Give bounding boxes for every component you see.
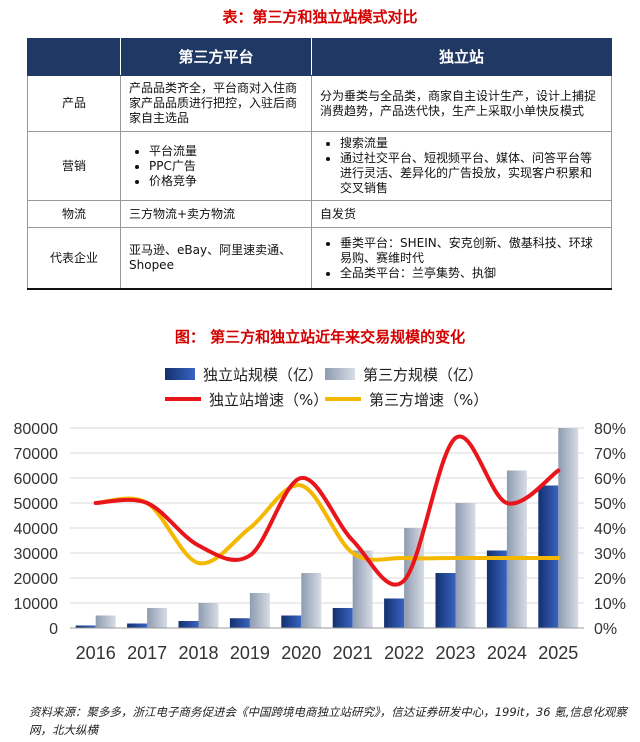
cell-third: 产品品类齐全，平台商对入住商家产品品质进行把控，入驻后商家自主选品 [120, 75, 312, 132]
chart-title: 图： 第三方和独立站近年来交易规模的变化 [174, 328, 466, 346]
bar [455, 503, 476, 628]
legend-swatch [325, 368, 355, 380]
bar [178, 621, 199, 628]
y-right-tick-label: 60% [594, 471, 626, 488]
y-right-tick-label: 70% [594, 446, 626, 463]
bar [229, 618, 250, 628]
legend-swatch [165, 368, 195, 380]
bar [332, 608, 353, 628]
bar [506, 470, 527, 628]
bar [352, 550, 373, 628]
y-right-tick-label: 80% [594, 421, 626, 438]
legend-label: 独立站增速（%） [209, 391, 328, 409]
legend: 独立站规模（亿） 第三方规模（亿） 独立站增速（%） 第三方增速（%） [165, 366, 488, 409]
x-tick-label: 2019 [230, 643, 270, 663]
line-series [93, 434, 561, 587]
list-item: 通过社交平台、短视频平台、媒体、问答平台等进行灵活、差异化的广告投放，实现客户积… [340, 151, 603, 196]
row-label: 代表企业 [27, 227, 121, 290]
bar [249, 593, 270, 628]
x-tick-label: 2020 [281, 643, 321, 663]
legend-label: 第三方增速（%） [369, 391, 488, 409]
list-item: 垂类平台：SHEIN、安克创新、傲基科技、环球易购、赛维时代 [340, 236, 603, 266]
cell-indep: 自发货 [311, 200, 612, 228]
x-tick-label: 2018 [178, 643, 218, 663]
combo-chart: 0 0% 10000 10% 20000 20% 30000 30% 40000 40% 50000… [14, 366, 627, 663]
x-tick-label: 2017 [127, 643, 167, 663]
x-tick-label: 2023 [435, 643, 475, 663]
y-left-tick-label: 20000 [14, 571, 59, 588]
comparison-table: 第三方平台 独立站 产品 产品品类齐全，平台商对入住商家产品品质进行把控，入驻后… [27, 38, 612, 290]
table-row: 代表企业 亚马逊、eBay、阿里速卖通、Shopee 垂类平台：SHEIN、安克… [27, 227, 612, 290]
series-line [93, 434, 561, 587]
x-tick-label: 2024 [487, 643, 527, 663]
cell-third: 三方物流+卖方物流 [120, 200, 312, 228]
axes: 0 0% 10000 10% 20000 20% 30000 30% 40000 40% 50000… [14, 421, 627, 663]
header-blank [27, 38, 121, 76]
bar [95, 615, 116, 628]
y-left-tick-label: 80000 [14, 421, 59, 438]
list-item: 价格竞争 [149, 174, 303, 189]
y-right-tick-label: 10% [594, 596, 626, 613]
y-left-tick-label: 10000 [14, 596, 59, 613]
y-left-tick-label: 40000 [14, 521, 59, 538]
bar [301, 573, 322, 628]
x-tick-label: 2022 [384, 643, 424, 663]
bar [127, 623, 148, 628]
header-independent: 独立站 [311, 38, 612, 76]
cell-indep: 分为垂类与全品类，商家自主设计生产，设计上捕捉消费趋势，产品迭代快，生产上采取小… [311, 75, 612, 132]
y-right-tick-label: 30% [594, 546, 626, 563]
row-label: 物流 [27, 200, 121, 228]
bar-series [75, 428, 579, 628]
x-tick-label: 2016 [76, 643, 116, 663]
bar [435, 573, 456, 628]
table-row: 营销 平台流量 PPC广告 价格竞争 搜索流量 通过社交平台、短视频平台、媒体、… [27, 131, 612, 201]
y-right-tick-label: 50% [594, 496, 626, 513]
y-right-tick-label: 40% [594, 521, 626, 538]
cell-third: 平台流量 PPC广告 价格竞争 [120, 131, 312, 201]
row-label: 营销 [27, 131, 121, 201]
x-tick-label: 2021 [333, 643, 373, 663]
bar [198, 603, 219, 628]
bar [147, 608, 168, 628]
cell-indep: 垂类平台：SHEIN、安克创新、傲基科技、环球易购、赛维时代 全品类平台：兰亭集… [311, 227, 612, 290]
table-header-row: 第三方平台 独立站 [27, 38, 612, 76]
table-row: 产品 产品品类齐全，平台商对入住商家产品品质进行把控，入驻后商家自主选品 分为垂… [27, 75, 612, 132]
series-line [93, 483, 561, 566]
list-item: 平台流量 [149, 144, 303, 159]
y-right-tick-label: 20% [594, 571, 626, 588]
bar [404, 528, 425, 628]
bar [281, 615, 302, 628]
list-item: 全品类平台：兰亭集势、执御 [340, 266, 603, 281]
x-tick-label: 2025 [538, 643, 578, 663]
bar [75, 625, 96, 628]
cell-third: 亚马逊、eBay、阿里速卖通、Shopee [120, 227, 312, 290]
list-item: 搜索流量 [340, 136, 603, 151]
list-item: PPC广告 [149, 159, 303, 174]
bar [384, 598, 405, 628]
row-label: 产品 [27, 75, 121, 132]
y-left-tick-label: 30000 [14, 546, 59, 563]
header-third-party: 第三方平台 [120, 38, 312, 76]
bar [486, 550, 507, 628]
table-row: 物流 三方物流+卖方物流 自发货 [27, 200, 612, 228]
source-note: 资料来源：聚多多，浙江电子商务促进会《中国跨境电商独立站研究》，信达证券研发中心… [29, 705, 627, 737]
bar [558, 428, 579, 628]
cell-indep: 搜索流量 通过社交平台、短视频平台、媒体、问答平台等进行灵活、差异化的广告投放，… [311, 131, 612, 201]
legend-label: 第三方规模（亿） [363, 366, 483, 384]
table-title: 表：第三方和独立站模式对比 [222, 8, 418, 26]
y-right-tick-label: 0% [594, 621, 617, 638]
y-left-tick-label: 0 [49, 621, 58, 638]
legend-label: 独立站规模（亿） [203, 366, 323, 384]
y-left-tick-label: 60000 [14, 471, 59, 488]
y-left-tick-label: 50000 [14, 496, 59, 513]
y-left-tick-label: 70000 [14, 446, 59, 463]
